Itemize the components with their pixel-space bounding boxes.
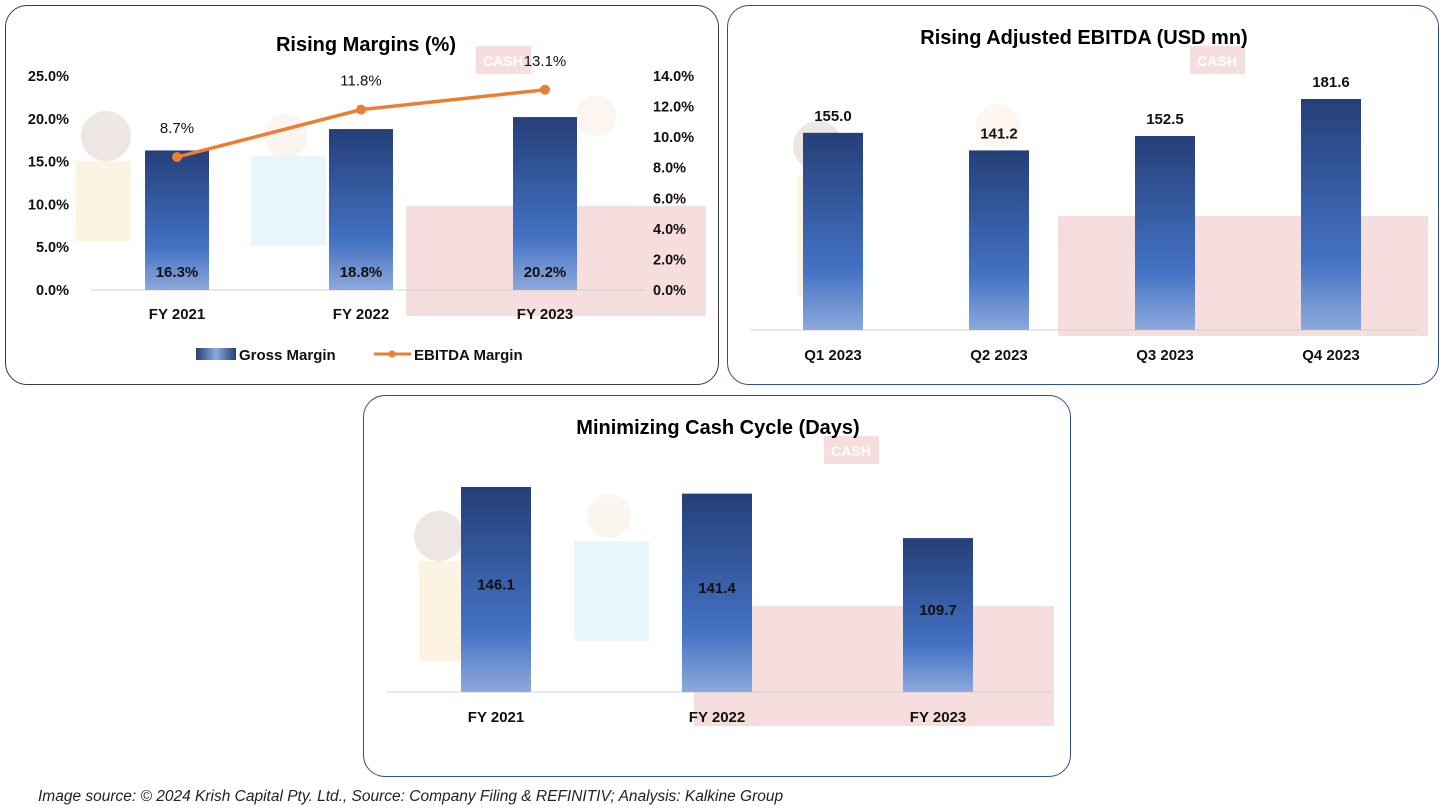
right-y-tick-label: 6.0%	[653, 191, 686, 207]
adjusted-ebitda-chart: CASH Rising Adjusted EBITDA (USD mn) 155…	[750, 27, 1428, 364]
cash-sign	[824, 436, 879, 464]
shopper-head	[264, 114, 308, 158]
x-tick-label: FY 2023	[910, 709, 966, 726]
x-axis-labels: Q1 2023 Q2 2023 Q3 2023 Q4 2023	[804, 347, 1360, 364]
cash-sign-text: CASH	[483, 53, 523, 69]
bar-data-label: 18.8%	[340, 264, 383, 281]
x-tick-label: Q2 2023	[970, 347, 1028, 364]
background-illustration: CASH	[414, 436, 1054, 726]
legend-label-gross-margin: Gross Margin	[239, 347, 336, 364]
chart-title: Rising Margins (%)	[276, 34, 456, 56]
bar-cash-cycle	[682, 493, 752, 692]
left-y-tick-label: 10.0%	[28, 197, 69, 213]
right-y-tick-label: 12.0%	[653, 100, 694, 116]
bar-adjusted-ebitda	[1135, 136, 1195, 330]
checkout-counter	[1058, 216, 1428, 336]
ebitda-margin-marker	[172, 152, 182, 163]
ebitda-margin-marker	[356, 104, 366, 115]
bar-data-label: 141.2	[980, 125, 1018, 142]
bar-data-label: 20.2%	[524, 264, 567, 281]
left-y-tick-label: 20.0%	[28, 112, 69, 128]
shopper-head	[587, 494, 631, 538]
left-y-tick-label: 5.0%	[36, 240, 69, 256]
shopper-head	[414, 511, 464, 561]
bar-data-label: 141.4	[698, 580, 736, 597]
left-y-tick-label: 25.0%	[28, 69, 69, 85]
x-tick-label: FY 2022	[689, 709, 745, 726]
bar-cash-cycle	[903, 538, 973, 692]
shopper-head	[976, 104, 1020, 148]
x-axis-labels: FY 2021 FY 2022 FY 2023	[149, 306, 573, 323]
legend-swatch-gross-margin	[196, 348, 236, 360]
bar-data-label: 109.7	[919, 602, 957, 619]
cash-sign-text: CASH	[831, 443, 871, 459]
right-y-tick-label: 2.0%	[653, 252, 686, 268]
bar-gross-margin	[145, 150, 209, 290]
ebitda-margin-marker	[540, 84, 550, 95]
line-data-label: 13.1%	[524, 53, 567, 70]
chart-panel-margins: CASH Rising Margins (%) 0.0% 5.0% 10.0% 15.…	[5, 5, 719, 385]
x-tick-label: FY 2022	[333, 306, 389, 323]
bar-adjusted-ebitda	[1301, 99, 1361, 330]
cash-sign	[476, 46, 531, 74]
bar-gross-margin	[329, 129, 393, 290]
legend-label-ebitda-margin: EBITDA Margin	[414, 347, 523, 364]
bar-series-cash-cycle: 146.1 141.4 109.7	[461, 487, 973, 692]
right-y-axis: 0.0% 2.0% 4.0% 6.0% 8.0% 10.0% 12.0% 14.0%	[653, 69, 694, 299]
line-series-ebitda-margin: 8.7% 11.8% 13.1%	[160, 53, 567, 163]
cash-sign	[1190, 46, 1245, 74]
bar-data-label: 152.5	[1146, 111, 1184, 128]
bar-series-gross-margin: 16.3% 18.8% 20.2%	[145, 117, 577, 290]
chart-panel-cash-cycle: CASH Minimizing Cash Cycle (Days) 146.1 1…	[363, 395, 1071, 777]
bar-data-label: 146.1	[477, 577, 515, 594]
x-axis-labels: FY 2021 FY 2022 FY 2023	[468, 709, 966, 726]
bar-data-label: 155.0	[814, 108, 852, 125]
bar-adjusted-ebitda	[803, 132, 863, 330]
cash-sign-text: CASH	[1197, 53, 1237, 69]
chart-title: Minimizing Cash Cycle (Days)	[576, 417, 859, 439]
right-y-tick-label: 0.0%	[653, 283, 686, 299]
shopper-body	[574, 541, 649, 641]
chart-title: Rising Adjusted EBITDA (USD mn)	[920, 27, 1247, 49]
left-y-tick-label: 15.0%	[28, 155, 69, 171]
cash-cycle-chart: CASH Minimizing Cash Cycle (Days) 146.1 1…	[386, 417, 1054, 726]
legend: Gross Margin EBITDA Margin	[196, 347, 523, 364]
x-tick-label: Q4 2023	[1302, 347, 1360, 364]
right-y-tick-label: 8.0%	[653, 161, 686, 177]
shopper-body	[251, 156, 326, 246]
bar-data-label: 181.6	[1312, 74, 1350, 91]
left-y-axis: 0.0% 5.0% 10.0% 15.0% 20.0% 25.0%	[28, 69, 69, 299]
shopper-body	[419, 561, 464, 661]
x-tick-label: Q1 2023	[804, 347, 862, 364]
bar-cash-cycle	[461, 487, 531, 692]
cashier-head	[576, 96, 616, 136]
bar-adjusted-ebitda	[969, 150, 1029, 330]
shopper-head	[81, 111, 131, 161]
right-y-tick-label: 4.0%	[653, 222, 686, 238]
right-y-tick-label: 10.0%	[653, 130, 694, 146]
bar-gross-margin	[513, 117, 577, 290]
legend-marker-ebitda-margin	[388, 350, 396, 358]
x-tick-label: Q3 2023	[1136, 347, 1194, 364]
margins-chart: CASH Rising Margins (%) 0.0% 5.0% 10.0% 15.…	[28, 34, 706, 364]
bar-data-label: 16.3%	[156, 264, 199, 281]
line-data-label: 11.8%	[340, 73, 381, 90]
source-footnote: Image source: © 2024 Krish Capital Pty. …	[38, 788, 784, 805]
shopper-body	[76, 161, 131, 241]
x-tick-label: FY 2023	[517, 306, 573, 323]
line-data-label: 8.7%	[160, 120, 194, 137]
chart-panel-adjusted-ebitda: CASH Rising Adjusted EBITDA (USD mn) 155…	[727, 5, 1439, 385]
x-tick-label: FY 2021	[149, 306, 205, 323]
checkout-counter	[694, 606, 1054, 726]
left-y-tick-label: 0.0%	[36, 283, 69, 299]
bar-series-adjusted-ebitda: 155.0 141.2 152.5 181.6	[803, 74, 1361, 330]
right-y-tick-label: 14.0%	[653, 69, 694, 85]
x-tick-label: FY 2021	[468, 709, 524, 726]
